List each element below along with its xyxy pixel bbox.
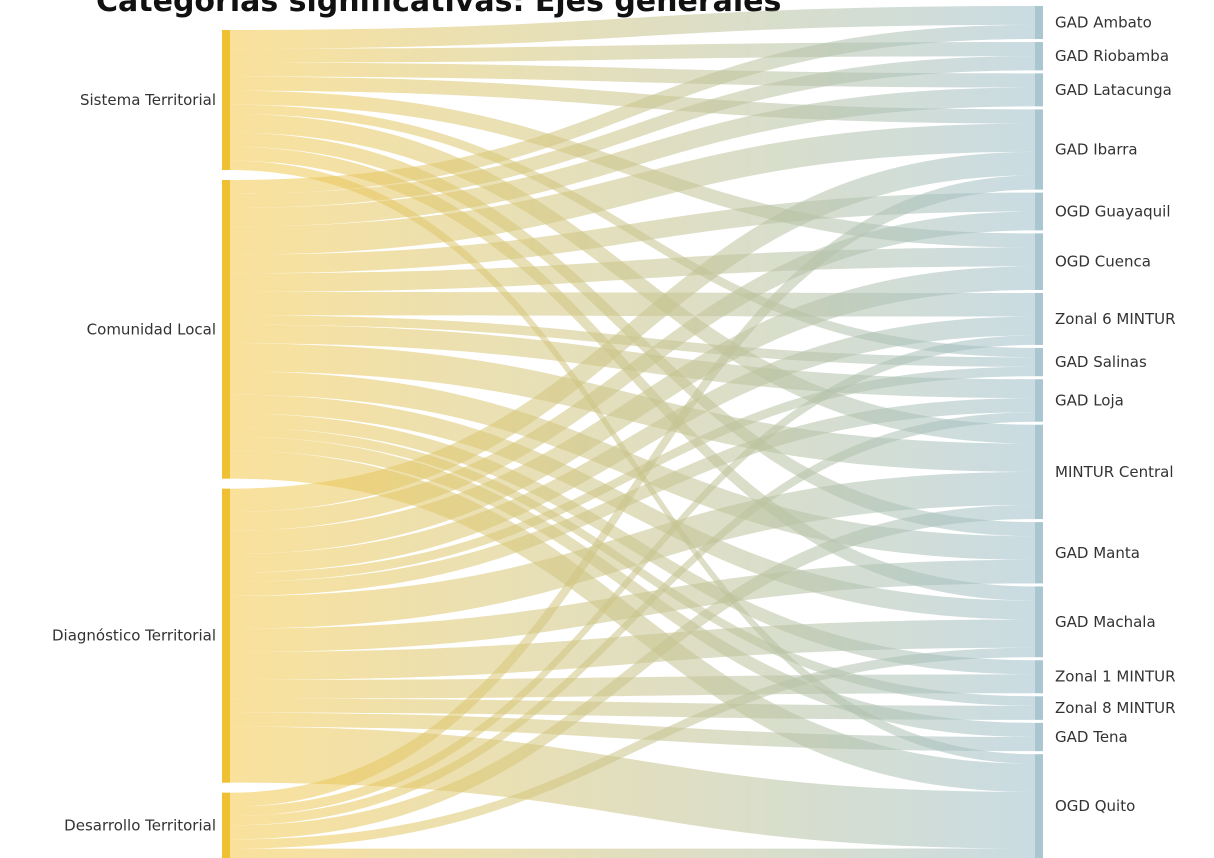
sankey-link-comunidad-local-to-gad-ambato: [230, 24, 1035, 194]
target-label-gad-latacunga: GAD Latacunga: [1055, 81, 1172, 99]
target-label-zonal-6-mintur: Zonal 6 MINTUR: [1055, 310, 1176, 328]
source-label-diagnostico-territorial: Diagnóstico Territorial: [52, 627, 216, 645]
target-node-zonal-8-mintur: [1035, 696, 1043, 720]
target-label-ogd-cuenca: OGD Cuenca: [1055, 253, 1151, 271]
target-label-gad-ibarra: GAD Ibarra: [1055, 141, 1138, 159]
sankey-link-desarrollo-territorial-to-zonal-6-mintur: [230, 335, 1035, 816]
target-label-gad-tena: GAD Tena: [1055, 728, 1128, 746]
target-label-gad-machala: GAD Machala: [1055, 613, 1156, 631]
target-node-gad-loja: [1035, 379, 1043, 422]
target-node-ogd-guayaquil: [1035, 192, 1043, 231]
target-node-gad-machala: [1035, 586, 1043, 658]
target-node-ogd-cuenca: [1035, 233, 1043, 290]
sankey-link-sistema-territorial-to-ogd-cuenca: [230, 90, 1035, 248]
sankey-link-comunidad-local-to-gad-latacunga: [230, 87, 1035, 227]
sankey-link-diagnostico-territorial-to-ogd-cuenca: [230, 266, 1035, 554]
sankey-link-diagnostico-territorial-to-mintur-central: [230, 471, 1035, 629]
source-label-comunidad-local: Comunidad Local: [87, 320, 216, 338]
target-label-gad-salinas: GAD Salinas: [1055, 353, 1147, 371]
target-label-gad-riobamba: GAD Riobamba: [1055, 47, 1169, 65]
target-node-gad-manta: [1035, 522, 1043, 584]
sankey-link-diagnostico-territorial-to-zonal-6-mintur: [230, 316, 1035, 573]
target-label-gad-ambato: GAD Ambato: [1055, 14, 1152, 32]
sankey-link-comunidad-local-to-gad-machala: [230, 394, 1035, 620]
sankey-link-comunidad-local-to-gad-loja: [230, 324, 1035, 399]
target-node-ogd-quito: [1035, 754, 1043, 858]
target-node-gad-ambato: [1035, 6, 1043, 40]
source-label-sistema-territorial: Sistema Territorial: [80, 91, 216, 109]
sankey-links: [230, 6, 1035, 858]
source-node-comunidad-local: [222, 180, 230, 479]
target-node-gad-latacunga: [1035, 73, 1043, 107]
source-node-sistema-territorial: [222, 30, 230, 170]
sankey-link-diagnostico-territorial-to-gad-manta: [230, 559, 1035, 652]
sankey-link-sistema-territorial-to-gad-ambato: [230, 6, 1035, 49]
page-title: Categorías significativas: Ejes generale…: [96, 0, 782, 19]
target-label-mintur-central: MINTUR Central: [1055, 463, 1174, 481]
target-label-ogd-guayaquil: OGD Guayaquil: [1055, 202, 1171, 220]
sankey-labels: Sistema Territorial Comunidad Local Diagnó…: [52, 14, 1176, 835]
source-node-desarrollo-territorial: [222, 792, 230, 858]
sankey-link-comunidad-local-to-gad-ibarra: [230, 123, 1035, 255]
target-node-zonal-6-mintur: [1035, 293, 1043, 345]
sankey-link-diagnostico-territorial-to-zonal-8-mintur: [230, 698, 1035, 720]
target-node-gad-tena: [1035, 722, 1043, 752]
sankey-link-desarrollo-territorial-to-gad-loja: [230, 412, 1035, 826]
target-node-gad-ibarra: [1035, 109, 1043, 190]
sankey-link-diagnostico-territorial-to-ogd-guayaquil: [230, 211, 1035, 531]
sankey-link-diagnostico-territorial-to-gad-machala: [230, 619, 1035, 680]
sankey-link-desarrollo-territorial-to-gad-machala: [230, 647, 1035, 849]
target-label-zonal-1-mintur: Zonal 1 MINTUR: [1055, 668, 1176, 686]
target-node-mintur-central: [1035, 424, 1043, 520]
target-node-gad-salinas: [1035, 347, 1043, 377]
sankey-link-comunidad-local-to-gad-manta: [230, 371, 1035, 560]
sankey-link-comunidad-local-to-ogd-guayaquil: [230, 192, 1035, 274]
sankey-link-comunidad-local-to-gad-riobamba: [230, 56, 1035, 209]
sankey-link-diagnostico-territorial-to-zonal-1-mintur: [230, 674, 1035, 699]
sankey-link-desarrollo-territorial-to-ogd-quito: [230, 848, 1035, 858]
target-label-gad-loja: GAD Loja: [1055, 391, 1124, 409]
sankey-link-diagnostico-territorial-to-gad-salinas: [230, 366, 1035, 582]
sankey-link-diagnostico-territorial-to-gad-tena: [230, 712, 1035, 752]
sankey-nodes: [222, 6, 1043, 858]
target-label-ogd-quito: OGD Quito: [1055, 797, 1135, 815]
target-label-zonal-8-mintur: Zonal 8 MINTUR: [1055, 699, 1176, 717]
sankey-link-desarrollo-territorial-to-gad-ibarra: [230, 175, 1035, 807]
source-label-desarrollo-territorial: Desarrollo Territorial: [64, 816, 216, 834]
target-node-zonal-1-mintur: [1035, 660, 1043, 694]
source-node-diagnostico-territorial: [222, 488, 230, 783]
target-label-gad-manta: GAD Manta: [1055, 544, 1140, 562]
sankey-link-desarrollo-territorial-to-mintur-central: [230, 504, 1035, 840]
sankey-link-diagnostico-territorial-to-gad-ibarra: [230, 151, 1035, 512]
target-node-gad-riobamba: [1035, 42, 1043, 71]
sankey-link-comunidad-local-to-gad-tena: [230, 436, 1035, 738]
